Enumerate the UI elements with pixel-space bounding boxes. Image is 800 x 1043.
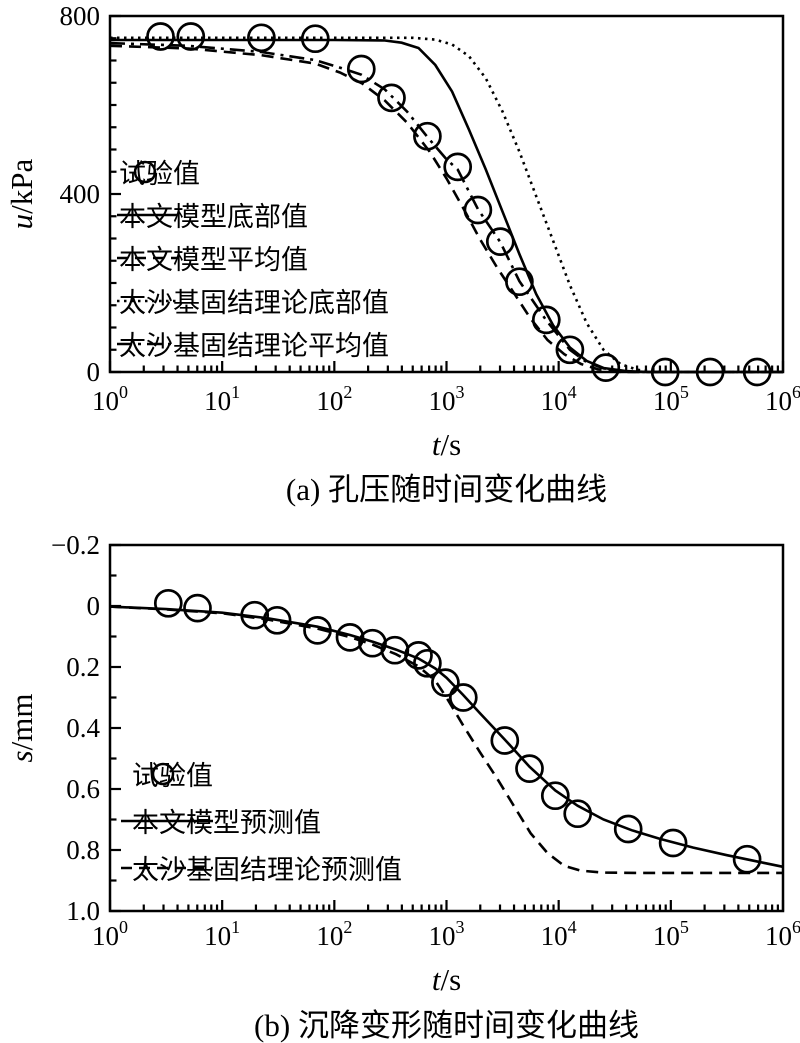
legend-item-terzaghi-prediction: 太沙基固结理论预测值 [120, 844, 402, 891]
series-solid [109, 605, 784, 869]
chart-b-yaxis-label: s/mm [4, 668, 39, 788]
x-tick-label: 105 [653, 917, 689, 951]
y-tick-label: 0 [87, 357, 101, 387]
chart-b-legend: 试验值 本文模型预测值 太沙基固结理论预测值 [120, 750, 402, 891]
x-tick-label: 102 [316, 382, 352, 416]
y-tick-label: 0 [87, 591, 101, 621]
x-tick-label: 104 [541, 917, 577, 951]
series-circle [153, 588, 762, 874]
x-tick-label: 105 [653, 382, 689, 416]
legend-item-experimental: 试验值 [116, 150, 389, 193]
series-dotted [110, 36, 783, 374]
x-tick-label: 100 [92, 382, 128, 416]
x-tick-label: 106 [765, 917, 800, 951]
legend-item-model-prediction: 本文模型预测值 [120, 797, 402, 844]
xaxis-variable: t [431, 962, 441, 997]
y-tick-label: 0.8 [66, 835, 100, 865]
legend-label: 试验值 [119, 159, 200, 189]
chart-a-xaxis-label: t/s [110, 427, 783, 463]
axes [108, 543, 785, 913]
yaxis-variable: u [4, 213, 39, 230]
legend-label: 本文模型平均值 [119, 245, 308, 275]
x-tick-label: 101 [204, 382, 240, 416]
x-tick-label: 102 [316, 917, 352, 951]
series-dashdot [109, 41, 783, 374]
y-tick-label: 0.4 [66, 713, 100, 743]
legend-item-terzaghi-bottom: 太沙基固结理论底部值 [116, 279, 389, 322]
xaxis-variable: t [431, 427, 441, 462]
y-tick-label: 1.0 [66, 896, 100, 926]
y-tick-label: −0.2 [51, 530, 100, 560]
y-tick-label: 0.6 [66, 774, 100, 804]
x-tick-label: 103 [429, 382, 465, 416]
chart-b-caption: (b) 沉降变形随时间变化曲线 [254, 1008, 639, 1043]
legend-item-model-bottom: 本文模型底部值 [116, 193, 389, 236]
chart-a-caption: (a) 孔压随时间变化曲线 [285, 472, 608, 507]
x-tick-label: 103 [429, 917, 465, 951]
chart-b-xaxis-label: t/s [110, 962, 783, 998]
yaxis-variable: s [4, 750, 39, 763]
yaxis-unit: /kPa [4, 158, 39, 214]
legend-item-model-average: 本文模型平均值 [116, 236, 389, 279]
legend-label: 太沙基固结理论预测值 [132, 855, 402, 885]
series-dashed [109, 605, 783, 875]
pore-pressure-chart: 100 101 102 103 104 105 106 800 400 0 [60, 1, 800, 416]
xaxis-unit: /s [440, 427, 462, 462]
chart-a-yaxis-label: u/kPa [4, 134, 39, 254]
yaxis-unit: /mm [4, 693, 39, 751]
legend-label: 本文模型底部值 [119, 202, 308, 232]
series-dashed [109, 44, 783, 374]
legend-item-terzaghi-average: 太沙基固结理论平均值 [116, 322, 389, 365]
y-tick-label: 0.2 [66, 652, 100, 682]
x-tick-label: 101 [204, 917, 240, 951]
chart-a-legend: 试验值 本文模型底部值 本文模型平均值 太沙基固结理论底部值 太沙基固结理论平均… [116, 150, 389, 365]
x-tick-label: 104 [541, 382, 577, 416]
legend-label: 太沙基固结理论底部值 [119, 288, 389, 318]
y-tick-label: 800 [60, 1, 101, 31]
xaxis-unit: /s [440, 962, 462, 997]
settlement-chart: 100 101 102 103 104 105 106−0.200.20.40.60.81.… [51, 530, 800, 951]
legend-item-experimental: 试验值 [120, 750, 402, 797]
y-tick-label: 400 [60, 179, 101, 209]
legend-label: 太沙基固结理论平均值 [119, 331, 389, 361]
legend-label: 本文模型预测值 [132, 808, 321, 838]
x-tick-label: 106 [765, 382, 800, 416]
